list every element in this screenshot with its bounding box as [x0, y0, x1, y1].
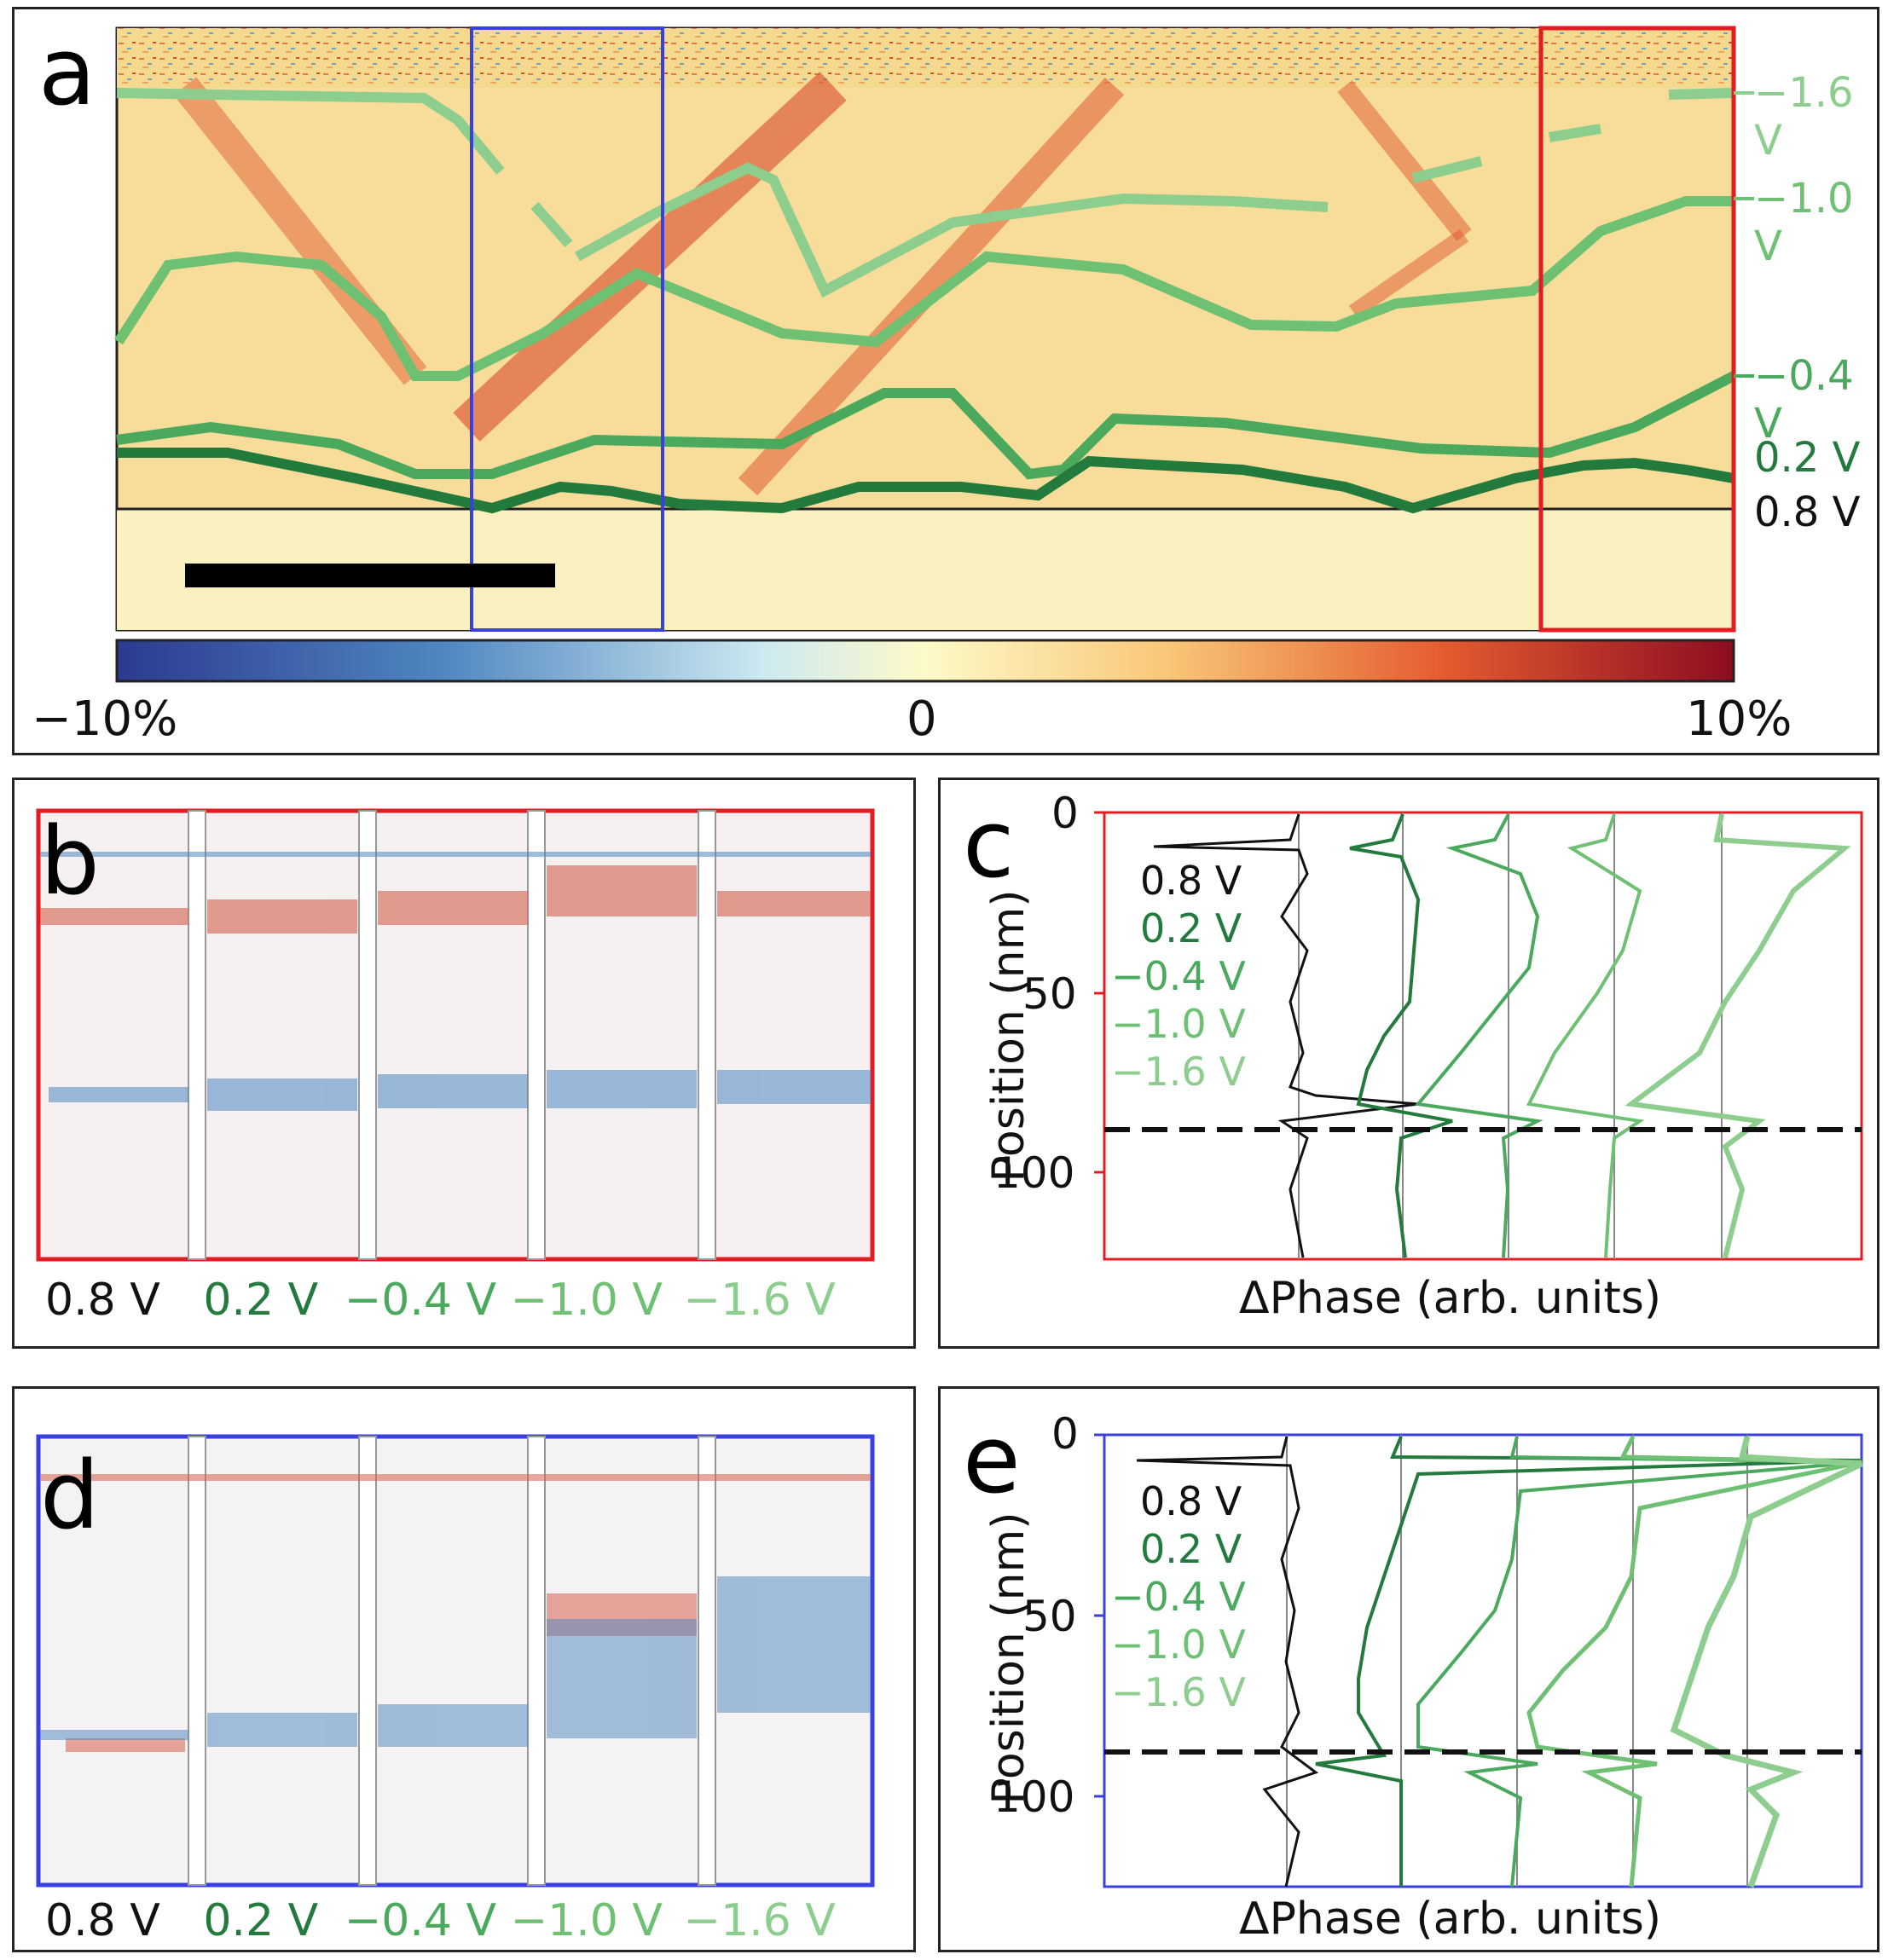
profile-c-minus-1.6v: [1624, 813, 1851, 1258]
strip-label-minus-1.6v: −1.6 V: [683, 1275, 836, 1326]
panel-e-profiles: [1094, 1433, 1863, 1888]
ytick-e-50: 50: [1022, 1592, 1077, 1641]
panel-c-profiles: [1094, 811, 1863, 1261]
strip-labels-b: 0.8 V 0.2 V −0.4 V −1.0 V −1.6 V: [45, 1275, 836, 1326]
panel-a: a −1.6 V −1.0 V −0.4 V 0.2 V 0.8 V −10% …: [12, 7, 1879, 755]
legend-e-minus-1.0v: −1.0 V: [1111, 1622, 1246, 1668]
strip-labels-d: 0.8 V 0.2 V −0.4 V −1.0 V −1.6 V: [45, 1895, 836, 1946]
label-0.8v: 0.8 V: [1754, 489, 1861, 536]
panel-c-axes: [1103, 811, 1863, 1261]
panel-b: b 0.8 V 0.2 V −0.4 V −1.0 V −1.6 V: [12, 778, 916, 1349]
ytick-c-0: 0: [1051, 789, 1079, 838]
panel-d: d 0.8 V 0.2 V −0.4 V −1.0 V −1.6 V: [12, 1386, 916, 1952]
legend-e-minus-0.4v: −0.4 V: [1111, 1574, 1246, 1620]
strip-separators-d: [188, 1436, 716, 1886]
legend-c: 0.8 V 0.2 V −0.4 V −1.0 V −1.6 V: [1111, 857, 1246, 1096]
colorbar: [115, 639, 1735, 683]
panel-c-letter: c: [963, 789, 1015, 899]
profile-e-0.8v: [1136, 1436, 1319, 1888]
label-minus-1.6v: −1.6 V: [1754, 69, 1854, 165]
panel-d-letter: d: [40, 1441, 100, 1550]
ytick-c-50: 50: [1022, 969, 1077, 1019]
panel-c: c 0 50 100 Position (nm) ΔPhase (arb. un…: [938, 778, 1879, 1349]
legend-e-0.8v: 0.8 V: [1140, 1478, 1242, 1524]
colorbar-min: −10%: [32, 691, 178, 747]
panel-e: e 0 50 100 Position (nm) ΔPhase (arb. un…: [938, 1386, 1879, 1952]
strip-label-0.8v: 0.8 V: [45, 1275, 160, 1326]
legend-e-0.2v: 0.2 V: [1140, 1526, 1242, 1572]
red-selection-box: [1538, 26, 1736, 633]
panel-d-strips: [36, 1434, 875, 1888]
profile-e-minus-1.6v: [1670, 1436, 1863, 1888]
panel-e-axes: [1103, 1433, 1863, 1888]
strip-label-0.2v: 0.2 V: [203, 1275, 319, 1326]
legend-e: 0.8 V 0.2 V −0.4 V −1.0 V −1.6 V: [1111, 1477, 1246, 1716]
label-minus-1.0v: −1.0 V: [1754, 175, 1854, 270]
panel-e-letter: e: [963, 1405, 1021, 1514]
ytick-e-0: 0: [1051, 1409, 1079, 1459]
label-minus-0.4v: −0.4 V: [1754, 352, 1854, 448]
ylabel-e: Position (nm): [983, 1512, 1034, 1805]
panel-a-letter: a: [38, 17, 96, 126]
strip-label-d-0.8v: 0.8 V: [45, 1895, 160, 1946]
line-minus-1.6v: [116, 88, 1329, 298]
legend-e-minus-1.6v: −1.6 V: [1111, 1669, 1246, 1715]
strip-label-d-minus-1.0v: −1.0 V: [510, 1895, 663, 1946]
strip-label-minus-0.4v: −0.4 V: [344, 1275, 497, 1326]
strip-label-d-0.2v: 0.2 V: [203, 1895, 319, 1946]
xlabel-e: ΔPhase (arb. units): [1239, 1894, 1662, 1945]
strip-separators: [188, 810, 716, 1260]
legend-c-0.8v: 0.8 V: [1140, 858, 1242, 904]
panel-b-letter: b: [40, 807, 100, 916]
legend-c-minus-0.4v: −0.4 V: [1111, 953, 1246, 999]
profile-c-0.2v: [1349, 813, 1453, 1258]
ytick-c-100: 100: [993, 1148, 1075, 1198]
line-minus-0.4v: [116, 371, 1736, 480]
label-0.2v: 0.2 V: [1754, 434, 1861, 482]
blue-selection-box: [470, 26, 664, 632]
colorbar-max: 10%: [1686, 691, 1792, 747]
legend-c-minus-1.0v: −1.0 V: [1111, 1001, 1246, 1047]
colorbar-mid: 0: [906, 691, 937, 747]
scale-bar: [185, 564, 555, 587]
profile-c-minus-0.4v: [1415, 813, 1543, 1258]
strip-label-d-minus-1.6v: −1.6 V: [683, 1895, 836, 1946]
panel-b-strips: [36, 808, 875, 1262]
legend-c-0.2v: 0.2 V: [1140, 905, 1242, 951]
line-0.2v: [117, 448, 1735, 514]
ytick-e-100: 100: [993, 1772, 1075, 1822]
line-minus-1.0v: [113, 196, 1734, 381]
legend-c-minus-1.6v: −1.6 V: [1111, 1049, 1246, 1095]
xlabel-c: ΔPhase (arb. units): [1239, 1273, 1662, 1324]
strip-label-minus-1.0v: −1.0 V: [510, 1275, 663, 1326]
profile-c-minus-1.0v: [1526, 813, 1645, 1258]
panel-a-figure: [113, 26, 1754, 683]
strip-label-d-minus-0.4v: −0.4 V: [344, 1895, 497, 1946]
ylabel-c: Position (nm): [983, 889, 1034, 1182]
